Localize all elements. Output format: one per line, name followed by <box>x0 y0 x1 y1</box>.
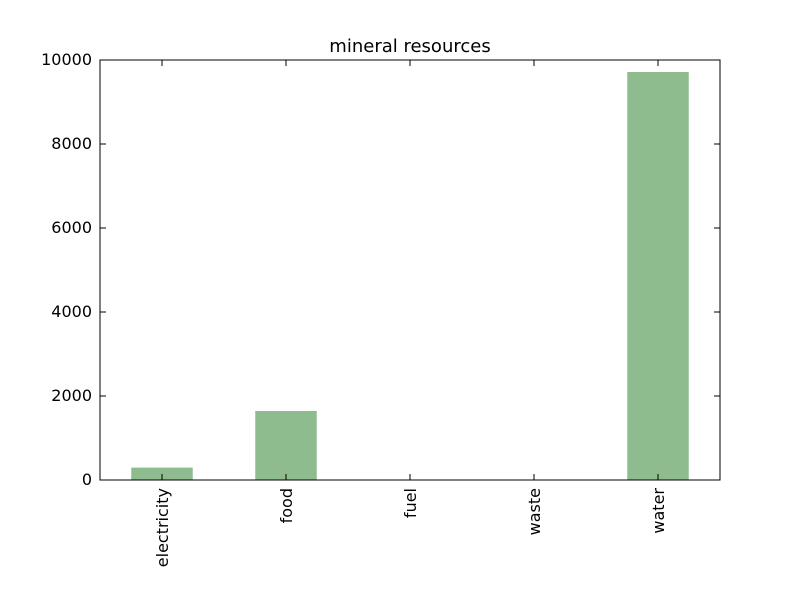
x-tick-label-fuel: fuel <box>401 488 420 518</box>
bars-layer <box>130 71 690 481</box>
y-tick-label: 8000 <box>51 134 92 153</box>
y-tick-label: 10000 <box>41 50 92 69</box>
y-tick-label: 2000 <box>51 386 92 405</box>
y-tick-label: 0 <box>82 470 92 489</box>
x-tick-label-waste: waste <box>525 488 544 535</box>
chart-title: mineral resources <box>329 36 490 57</box>
y-axis: 0 2000 4000 6000 8000 10000 <box>41 50 720 489</box>
x-axis: electricity food fuel waste water <box>153 60 668 567</box>
y-tick-label: 6000 <box>51 218 92 237</box>
bar-water <box>626 71 690 481</box>
bar-food <box>254 410 318 481</box>
x-tick-label-electricity: electricity <box>153 488 172 567</box>
x-tick-label-food: food <box>277 488 296 523</box>
y-tick-label: 4000 <box>51 302 92 321</box>
x-tick-label-water: water <box>649 488 668 534</box>
